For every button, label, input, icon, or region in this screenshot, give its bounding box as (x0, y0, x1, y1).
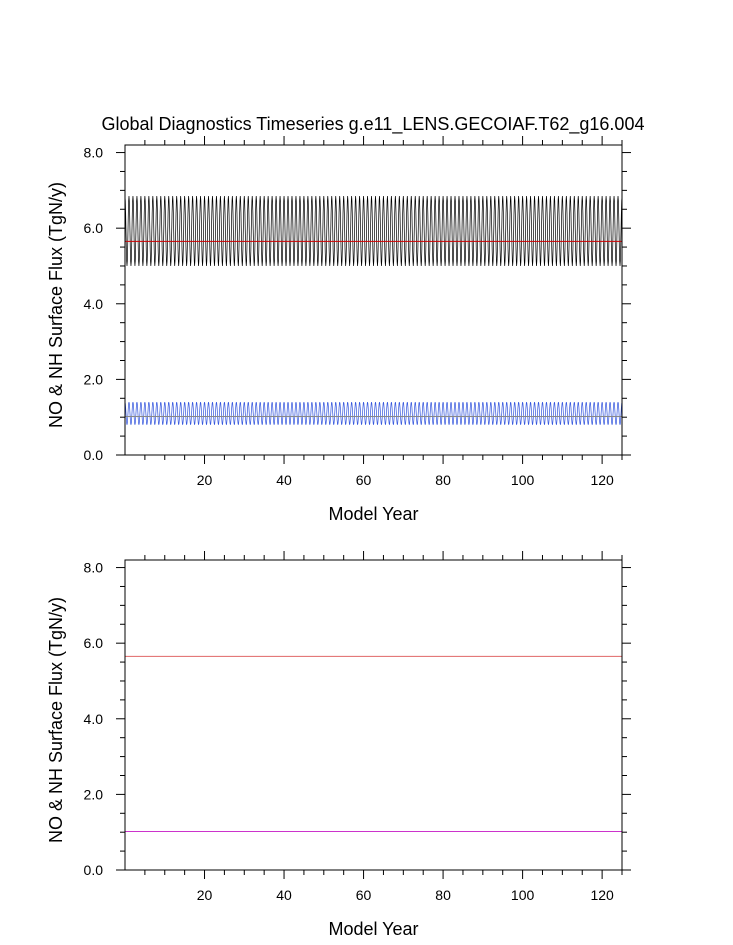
x-axis-label: Model Year (328, 504, 418, 524)
x-tick-label: 120 (590, 472, 614, 488)
y-tick-label: 2.0 (84, 786, 104, 802)
x-tick-label: 80 (435, 887, 451, 903)
series-line-0 (125, 196, 622, 267)
top-panel: 20 40 60 80 100 120 0.0 2.0 4.0 6.0 8.0 Model Year N… (46, 136, 631, 524)
x-tick-label: 40 (276, 472, 292, 488)
plot-frame (124, 144, 623, 456)
bottom-panel: 20 40 60 80 100 120 0.0 2.0 4.0 6.0 8.0 Model Year N… (46, 551, 631, 939)
x-tick-label: 20 (197, 472, 213, 488)
x-tick-label: 20 (197, 887, 213, 903)
x-tick-label: 100 (511, 472, 535, 488)
x-tick-label: 100 (511, 887, 535, 903)
plot-frame (124, 559, 623, 871)
y-tick-label: 0.0 (84, 447, 104, 463)
x-tick-label: 40 (276, 887, 292, 903)
chart-title: Global Diagnostics Timeseries g.e11_LENS… (102, 114, 645, 135)
x-axis-label: Model Year (328, 919, 418, 939)
y-tick-label: 8.0 (84, 560, 104, 576)
x-tick-label: 120 (590, 887, 614, 903)
y-axis-label: NO & NH Surface Flux (TgN/y) (46, 182, 66, 428)
x-tick-label: 80 (435, 472, 451, 488)
plot-area (125, 196, 622, 425)
y-tick-label: 2.0 (84, 371, 104, 387)
y-tick-label: 0.0 (84, 862, 104, 878)
y-tick-label: 6.0 (84, 635, 104, 651)
x-tick-label: 60 (356, 472, 372, 488)
x-tick-label: 60 (356, 887, 372, 903)
plot-area (125, 655, 622, 832)
y-tick-label: 4.0 (84, 296, 104, 312)
y-tick-label: 4.0 (84, 711, 104, 727)
y-tick-label: 8.0 (84, 145, 104, 161)
series-line-2 (125, 401, 622, 425)
y-axis-label: NO & NH Surface Flux (TgN/y) (46, 597, 66, 843)
y-tick-label: 6.0 (84, 220, 104, 236)
